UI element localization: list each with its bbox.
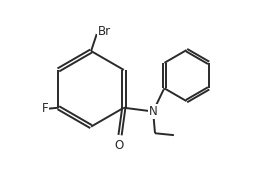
Text: N: N xyxy=(149,105,157,118)
Text: F: F xyxy=(42,102,49,115)
Text: O: O xyxy=(114,139,123,152)
Text: Br: Br xyxy=(98,25,111,38)
